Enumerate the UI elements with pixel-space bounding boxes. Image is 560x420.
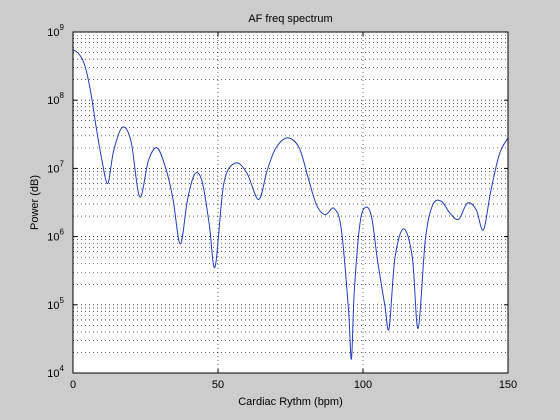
- y-tick-label: 105: [47, 296, 64, 312]
- x-tick-label: 150: [499, 379, 517, 391]
- plot-area: [73, 32, 508, 373]
- chart-title: AF freq spectrum: [248, 13, 332, 25]
- y-tick-label: 109: [47, 23, 64, 39]
- series-line: [72, 49, 509, 360]
- x-tick-label: 100: [354, 379, 372, 391]
- y-tick-label: 107: [47, 159, 64, 175]
- y-tick-label: 104: [47, 364, 64, 380]
- x-tick-label: 50: [212, 379, 224, 391]
- axes-frame: [72, 31, 509, 374]
- y-tick-label: 108: [47, 91, 64, 107]
- ticks: 0 50 100 150 104 105 106 107 108 109: [47, 23, 517, 391]
- series-layer: [72, 49, 509, 360]
- grid: [73, 32, 508, 373]
- y-axis-label: Power (dB): [29, 175, 41, 230]
- x-axis-label: Cardiac Rythm (bpm): [238, 396, 343, 408]
- x-tick-label: 0: [70, 379, 76, 391]
- y-tick-label: 106: [47, 228, 64, 244]
